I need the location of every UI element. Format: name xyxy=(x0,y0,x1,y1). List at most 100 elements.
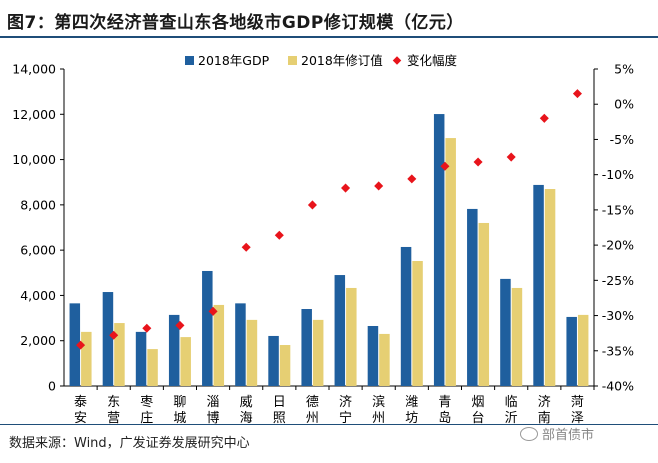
bar-revised-2018 xyxy=(213,304,225,386)
legend-label-gdp: 2018年GDP xyxy=(198,53,270,68)
bar-gdp-2018 xyxy=(467,208,478,386)
left-tick-label: 6,000 xyxy=(20,243,56,258)
bar-gdp-2018 xyxy=(168,314,180,386)
bar-gdp-2018 xyxy=(500,278,511,386)
category-label: 潍 xyxy=(405,395,418,410)
change-marker xyxy=(341,183,351,193)
bar-gdp-2018 xyxy=(400,246,412,386)
category-label: 青 xyxy=(438,395,451,410)
bar-gdp-2018 xyxy=(433,114,445,386)
category-label: 东 xyxy=(107,395,120,410)
bar-gdp-2018 xyxy=(102,292,114,386)
category-label: 州 xyxy=(372,411,385,424)
category-label: 州 xyxy=(306,411,319,424)
right-tick-label: 5% xyxy=(614,62,634,77)
change-marker xyxy=(241,242,251,252)
change-marker xyxy=(407,174,417,184)
left-tick-label: 4,000 xyxy=(20,288,56,303)
legend-label-revised: 2018年修订值 xyxy=(301,53,383,68)
left-tick-label: 2,000 xyxy=(20,333,56,348)
bar-gdp-2018 xyxy=(202,270,213,386)
left-tick-label: 0 xyxy=(48,379,56,394)
category-label: 庄 xyxy=(140,410,153,424)
category-label: 泰 xyxy=(74,395,87,410)
right-tick-label: -30% xyxy=(602,308,634,323)
bar-revised-2018 xyxy=(445,138,456,386)
wechat-icon xyxy=(520,426,538,441)
legend-swatch-revised xyxy=(288,56,297,65)
left-tick-label: 10,000 xyxy=(12,152,56,167)
bar-revised-2018 xyxy=(147,349,158,386)
bar-gdp-2018 xyxy=(301,309,312,386)
change-marker xyxy=(374,181,384,191)
watermark-text: 部首债市 xyxy=(542,428,595,443)
bar-gdp-2018 xyxy=(135,331,147,386)
bar-revised-2018 xyxy=(81,331,92,386)
right-tick-label: -35% xyxy=(602,343,634,358)
category-label: 沂 xyxy=(505,411,518,424)
category-label: 博 xyxy=(207,411,220,424)
right-tick-label: -10% xyxy=(602,167,634,182)
watermark: 部首债市 xyxy=(520,424,594,443)
category-label: 聊 xyxy=(173,395,186,410)
category-label: 济 xyxy=(339,395,352,410)
category-label: 营 xyxy=(107,411,120,424)
change-marker xyxy=(274,230,284,240)
category-label: 南 xyxy=(538,410,551,424)
bar-gdp-2018 xyxy=(566,316,577,386)
legend-swatch-change xyxy=(392,56,402,65)
legend-label-change: 变化幅度 xyxy=(407,53,458,68)
bar-revised-2018 xyxy=(379,333,390,386)
bar-revised-2018 xyxy=(246,319,258,386)
category-label: 菏 xyxy=(571,395,584,410)
right-tick-label: -20% xyxy=(602,238,634,253)
category-label: 宁 xyxy=(339,410,352,424)
footer-divider xyxy=(0,424,658,425)
bar-revised-2018 xyxy=(312,319,324,386)
category-label: 日 xyxy=(273,395,286,410)
right-tick-label: -25% xyxy=(602,273,634,288)
bar-revised-2018 xyxy=(511,287,523,386)
category-label: 枣 xyxy=(140,395,153,410)
bar-gdp-2018 xyxy=(69,303,81,386)
category-label: 泽 xyxy=(571,411,584,424)
category-label: 济 xyxy=(538,395,551,410)
chart-title: 图7：第四次经济普查山东各地级市GDP修订规模（亿元） xyxy=(7,13,464,33)
bar-revised-2018 xyxy=(279,345,291,386)
category-label: 临 xyxy=(505,395,518,410)
change-marker xyxy=(76,340,86,350)
bar-revised-2018 xyxy=(577,314,589,386)
category-label: 威 xyxy=(240,395,253,410)
bar-gdp-2018 xyxy=(268,335,279,386)
category-label: 滨 xyxy=(372,394,385,410)
category-label: 安 xyxy=(74,411,87,424)
right-tick-label: -15% xyxy=(602,202,634,217)
category-label: 德 xyxy=(306,395,319,410)
left-tick-label: 12,000 xyxy=(12,107,56,122)
title-bar: 图7：第四次经济普查山东各地级市GDP修订规模（亿元） xyxy=(0,0,658,38)
category-label: 海 xyxy=(240,411,253,424)
right-tick-label: 0% xyxy=(614,97,634,112)
bar-gdp-2018 xyxy=(235,303,246,386)
bar-gdp-2018 xyxy=(334,275,346,386)
bar-gdp-2018 xyxy=(367,325,379,386)
change-marker xyxy=(175,320,185,330)
change-marker xyxy=(307,200,317,210)
change-marker xyxy=(473,157,483,167)
bar-revised-2018 xyxy=(114,323,125,386)
change-marker xyxy=(208,306,218,316)
left-tick-label: 14,000 xyxy=(12,62,56,77)
change-marker xyxy=(539,113,549,123)
chart: 0 2,000 4,000 6,000 8,000 10,000 12,000 14,000 -… xyxy=(12,53,634,424)
bar-revised-2018 xyxy=(180,337,191,386)
category-label: 岛 xyxy=(438,410,451,424)
change-marker xyxy=(506,152,516,162)
category-label: 城 xyxy=(173,411,186,424)
bar-revised-2018 xyxy=(412,261,423,386)
category-label: 照 xyxy=(273,411,286,424)
right-tick-label: -5% xyxy=(610,132,634,147)
category-label: 淄 xyxy=(207,395,220,410)
category-label: 坊 xyxy=(405,411,418,424)
category-label: 台 xyxy=(472,411,485,424)
change-marker xyxy=(572,89,582,99)
